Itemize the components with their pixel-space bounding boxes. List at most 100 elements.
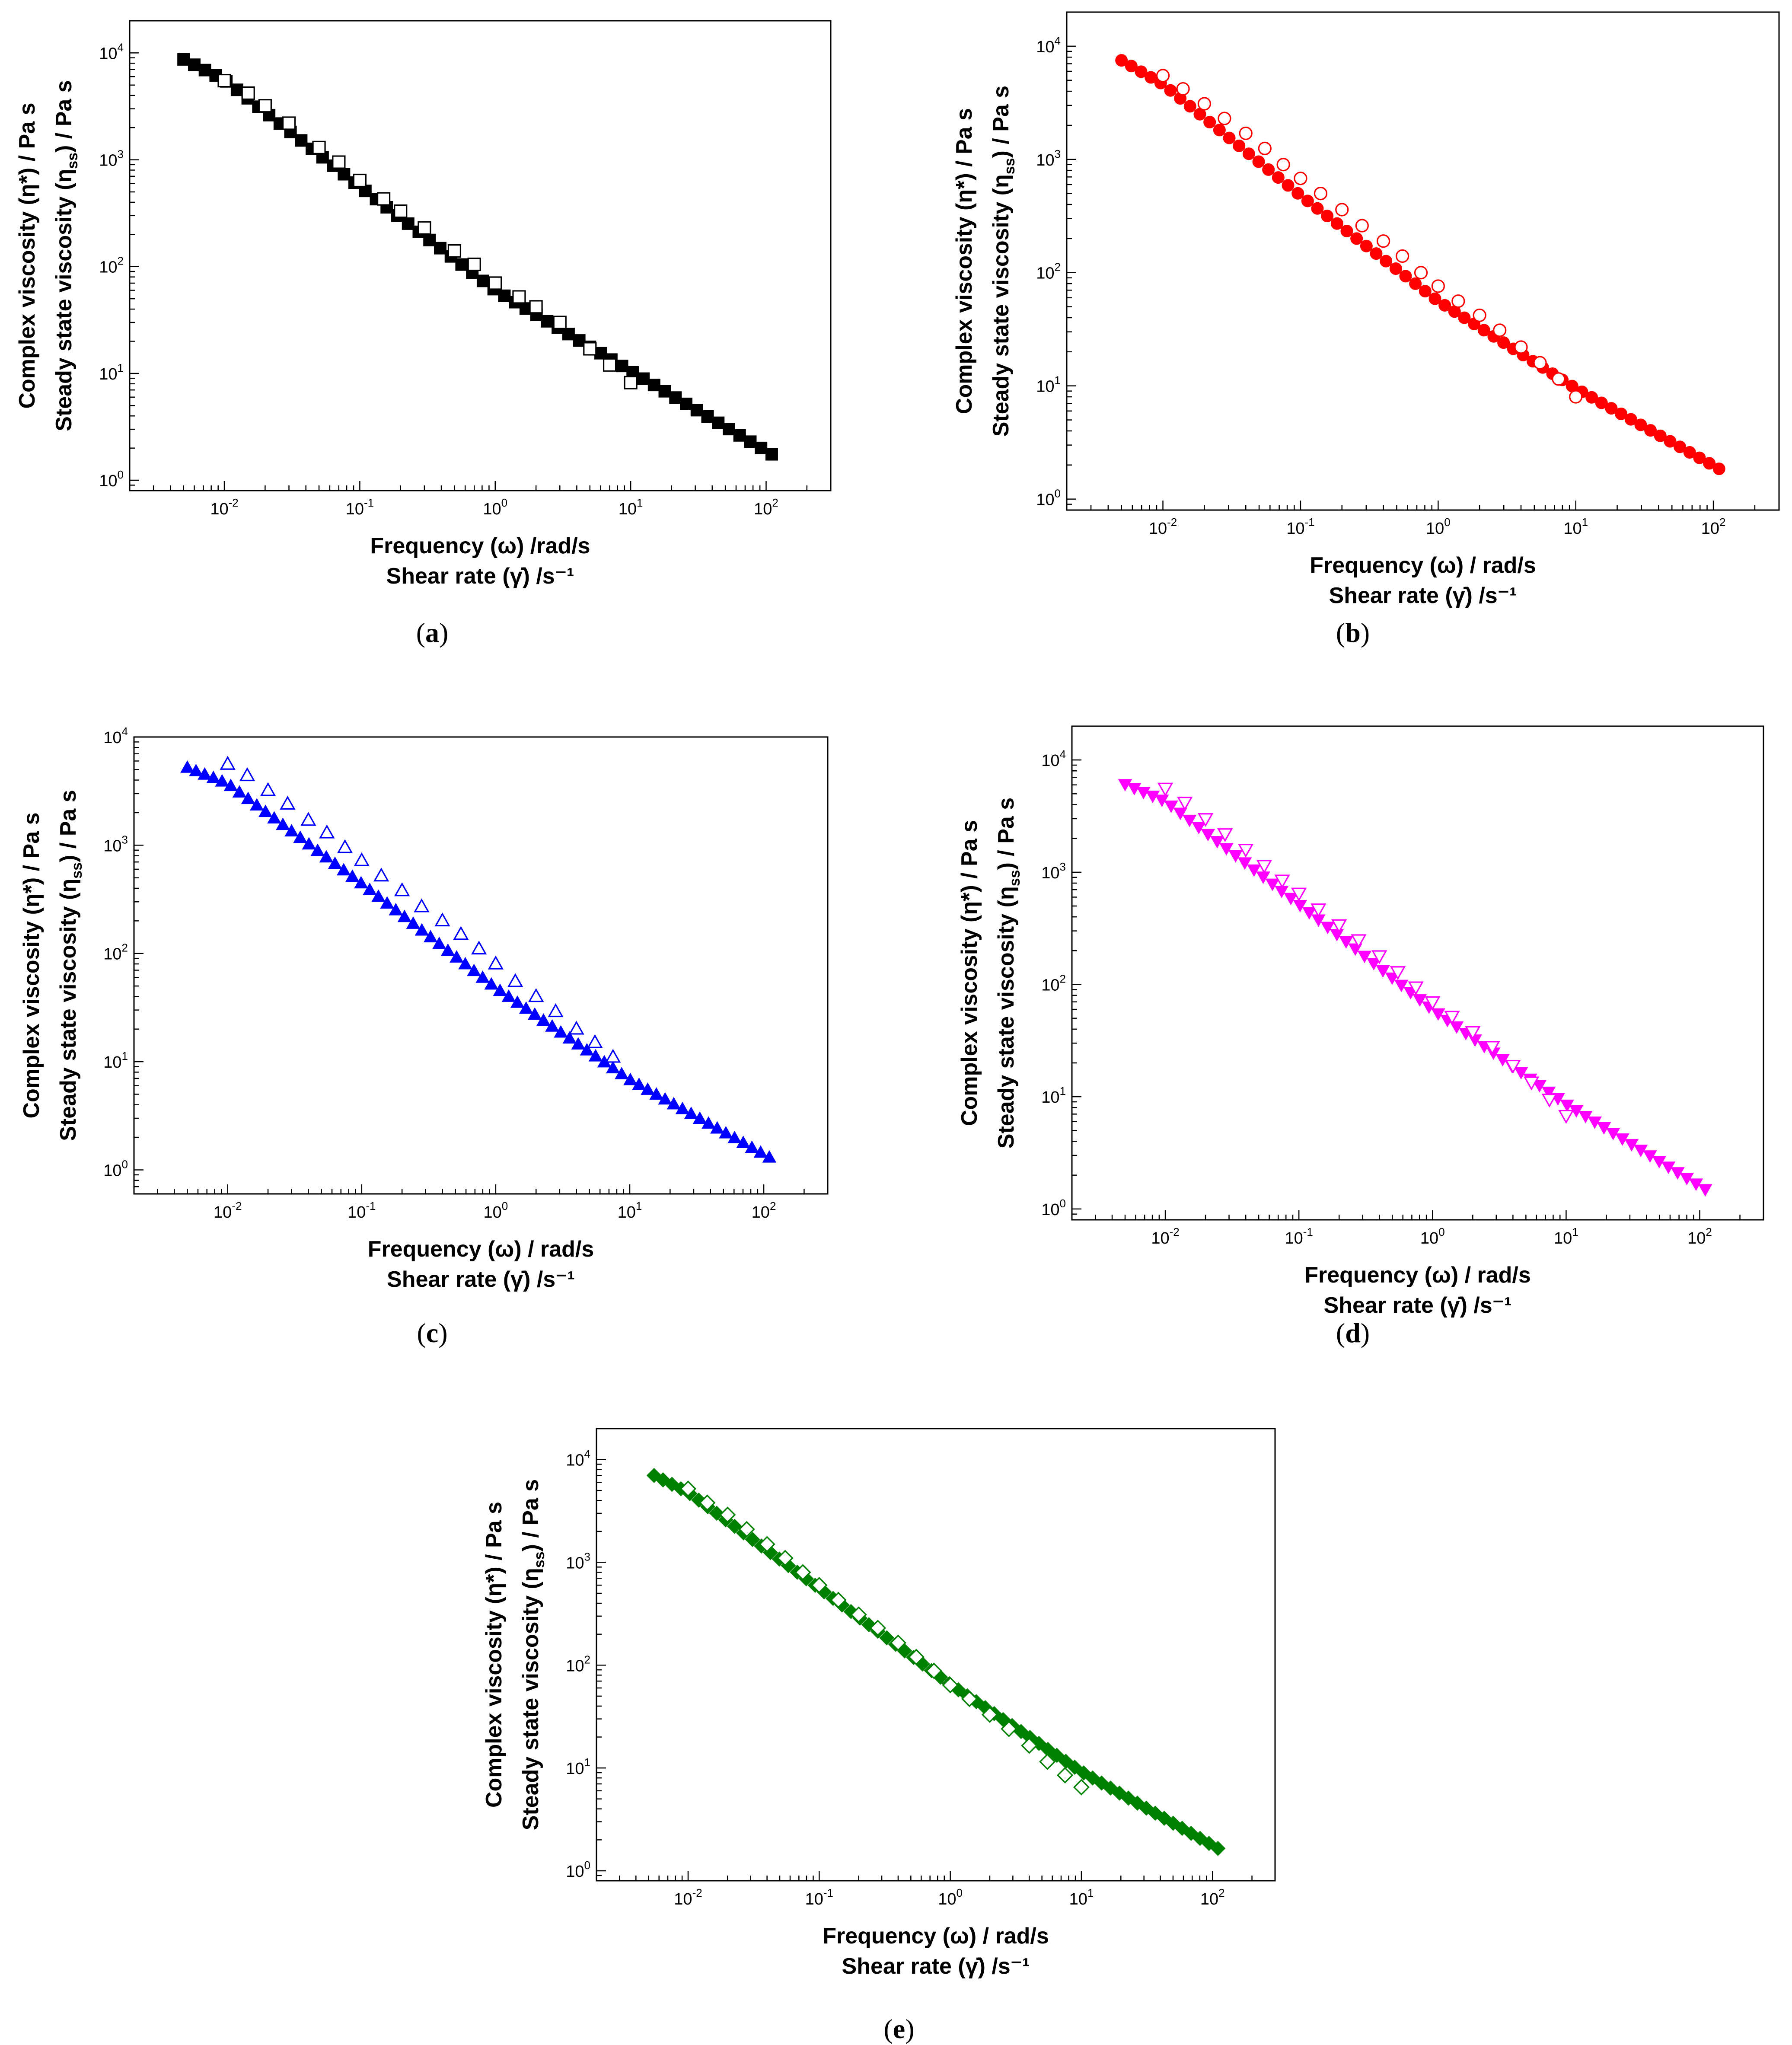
data-point <box>434 242 446 255</box>
data-point <box>447 244 462 258</box>
data-point <box>1321 210 1334 223</box>
plot-frame <box>133 736 829 1195</box>
data-point <box>1156 69 1170 83</box>
data-point <box>475 970 490 983</box>
data-point <box>1505 1059 1521 1074</box>
data-point <box>541 315 554 328</box>
data-point <box>562 1031 577 1044</box>
data-point <box>762 1150 777 1163</box>
data-point <box>394 204 408 218</box>
data-point <box>1414 266 1428 280</box>
data-point <box>232 785 247 798</box>
data-point <box>295 134 308 147</box>
data-point <box>1380 255 1393 268</box>
data-point <box>1703 457 1716 470</box>
data-point <box>684 1107 698 1119</box>
data-point <box>1210 836 1224 849</box>
data-point <box>198 767 212 780</box>
data-point <box>1213 124 1226 137</box>
data-point <box>198 64 211 77</box>
data-point <box>680 397 693 410</box>
data-point <box>450 950 464 963</box>
data-point <box>647 379 660 392</box>
data-point <box>223 778 238 791</box>
data-point <box>1094 1775 1110 1791</box>
data-point <box>337 839 353 853</box>
y-tick-label: 101 <box>1036 374 1061 396</box>
panel-d: 10-2 10-1 100 101 102 100 101 102 103 104 Frequenc… <box>957 725 1764 1348</box>
plot-frame <box>1071 725 1764 1221</box>
x-axis-title: Frequency (ω) / rad/s <box>1310 553 1536 578</box>
data-point <box>1201 1836 1217 1851</box>
data-point <box>180 760 195 773</box>
data-point <box>1533 356 1547 370</box>
series-steady-state-viscosity <box>679 1480 1090 1796</box>
data-point <box>1484 1041 1500 1055</box>
panel-a: 10-2 10-1 100 101 102 100 101 102 103 104 Frequenc… <box>15 20 832 648</box>
data-point <box>745 1140 759 1153</box>
y-tick-label: 102 <box>1036 261 1061 283</box>
data-point <box>675 1101 690 1114</box>
data-point <box>1073 1779 1090 1796</box>
data-point <box>624 376 638 389</box>
data-point <box>1320 922 1335 935</box>
data-point <box>568 1021 584 1035</box>
data-point <box>1615 407 1628 420</box>
data-point <box>1201 829 1215 842</box>
data-point <box>380 896 394 909</box>
data-point <box>588 1049 603 1062</box>
data-point <box>1458 311 1471 324</box>
y-tick-label: 101 <box>566 1756 590 1778</box>
panel-caption: (b) <box>1336 617 1370 648</box>
data-point <box>414 898 430 912</box>
y-tick-label: 100 <box>1036 487 1061 509</box>
x-axis-title-2: Shear rate (γ̇) /s⁻¹ <box>387 1267 575 1292</box>
data-point <box>467 963 481 976</box>
y-tick-label: 102 <box>103 941 128 963</box>
data-point <box>553 316 567 329</box>
y-axis-title-2: Steady state viscosity (ηss) / Pa s <box>518 1479 548 1830</box>
data-point <box>1282 179 1295 192</box>
data-point <box>1712 463 1725 475</box>
data-point <box>1294 172 1307 185</box>
data-point <box>571 1037 586 1050</box>
data-point <box>1360 239 1373 252</box>
x-tick-label: 101 <box>618 1200 642 1222</box>
panel-caption: (d) <box>1336 1318 1370 1348</box>
y-tick-label: 104 <box>103 725 128 747</box>
data-point <box>230 83 243 96</box>
data-point <box>249 798 264 811</box>
data-point <box>1057 1767 1074 1783</box>
data-point <box>338 168 351 181</box>
data-point <box>1541 1094 1557 1108</box>
data-point <box>699 1494 716 1511</box>
data-point <box>1370 247 1383 260</box>
series-steady-state-viscosity <box>1156 69 1583 404</box>
y-tick-label: 102 <box>1041 973 1066 995</box>
y-tick-label: 101 <box>99 361 124 383</box>
data-point <box>1197 813 1214 827</box>
x-axis-title-2: Shear rate (γ̇) /s⁻¹ <box>386 564 574 589</box>
data-point <box>1644 424 1657 437</box>
series-steady-state-viscosity <box>217 73 638 389</box>
data-point <box>745 1531 760 1547</box>
x-tick-label: 102 <box>754 496 778 518</box>
data-point <box>1465 1026 1481 1040</box>
data-point <box>1177 797 1193 811</box>
data-point <box>1431 1008 1445 1021</box>
data-point <box>658 1092 672 1105</box>
y-axis-title: Complex viscosity (η*) / Pa s <box>957 820 982 1126</box>
y-axis-title: Complex viscosity (η*) / Pa s <box>952 108 977 414</box>
data-point <box>1399 270 1412 283</box>
data-point <box>961 1691 978 1707</box>
data-point <box>1183 100 1196 113</box>
data-point <box>580 1043 594 1056</box>
data-point <box>1039 1753 1056 1770</box>
y-tick-label: 100 <box>566 1859 590 1881</box>
data-point <box>363 882 377 895</box>
data-point <box>1331 919 1347 933</box>
x-tick-label: 10-2 <box>674 1886 702 1908</box>
data-point <box>260 782 276 796</box>
data-point <box>1451 294 1465 308</box>
data-point <box>498 289 511 302</box>
